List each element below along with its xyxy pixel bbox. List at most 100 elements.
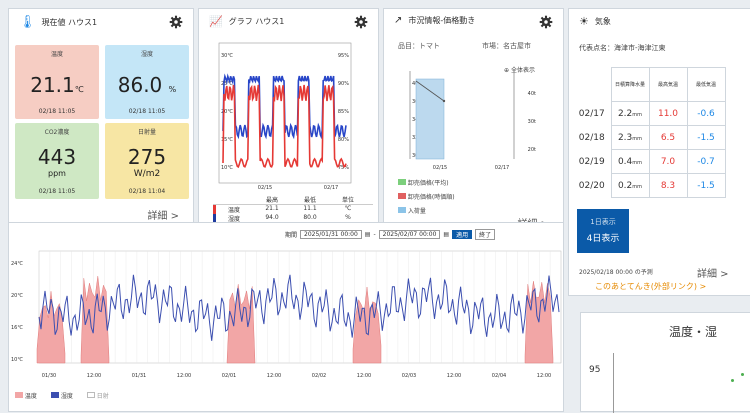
gear-icon[interactable]	[169, 15, 183, 29]
weather-detail-link[interactable]: 詳細 >	[697, 269, 729, 280]
current-values-title: 🌡 現在値 ハウス1	[19, 15, 98, 30]
solar-value: 275	[127, 145, 167, 169]
gear-icon[interactable]	[539, 15, 553, 29]
scatter-point	[731, 379, 734, 382]
solar-unit: W/m2	[133, 169, 161, 179]
timeline-xtick: 02/01	[222, 373, 236, 379]
humidity-series-line	[38, 274, 560, 341]
timeline-chart: 24℃ 20℃ 16℃ 10℃ 01/30 12:00 01/31 12:00 02/01 12:…	[11, 250, 562, 379]
graph-yleft-tick: 30℃	[221, 53, 233, 59]
market-price-line	[415, 80, 445, 102]
graph-yright-tick: 90%	[338, 81, 349, 87]
external-weather-link[interactable]: このあとてんき(外部リンク) >	[595, 282, 707, 291]
gear-icon[interactable]	[354, 15, 368, 29]
temperature-value: 21.1	[30, 73, 75, 97]
legend-avg-price: 卸売価格(平均)	[398, 177, 455, 191]
legend-humidity[interactable]: 湿度	[50, 391, 73, 400]
scatter-point	[741, 373, 744, 376]
timeline-xtick: 01/31	[132, 373, 146, 379]
weather-row: 02/17 2.2mm 11.0 -0.6	[573, 101, 726, 126]
weather-row: 02/18 2.3mm 6.5 -1.5	[573, 125, 726, 150]
timeline-ytick: 20℃	[11, 293, 23, 299]
market-yright-tick: 40t	[528, 91, 536, 97]
temperature-tile[interactable]: 温度 21.1℃ 02/18 11:05	[15, 45, 99, 119]
calendar-icon[interactable]: ▤	[364, 231, 371, 238]
market-title: ↗ 市況情報-価格動き	[394, 15, 476, 26]
weather-panel: ☀ 気象 代表点名：海津市-海津江東 日積算降水量 最高気温 最低気温 02/1…	[568, 8, 750, 296]
from-date-input[interactable]: 2025/01/31 00:00	[300, 230, 362, 239]
calendar-icon[interactable]: ▤	[443, 231, 450, 238]
to-date-input[interactable]: 2025/02/07 00:00	[378, 230, 441, 239]
timeline-ytick: 16℃	[11, 325, 23, 331]
timeline-xtick: 12:00	[267, 373, 281, 379]
timeline-xtick: 02/02	[312, 373, 326, 379]
timeline-legend: 温度 湿度 日射	[15, 391, 109, 400]
graph-xtick: 02/15	[258, 185, 272, 191]
graph-yright-tick: 85%	[338, 109, 349, 115]
graph-xtick: 02/17	[324, 185, 338, 191]
graph-yleft-tick: 20℃	[221, 109, 233, 115]
graph-yright-tick: 95%	[338, 53, 349, 59]
weather-title: ☀ 気象	[579, 15, 611, 28]
scatter-title: 温度・湿	[669, 325, 718, 339]
temperature-unit: ℃	[74, 85, 84, 94]
graph-yleft-tick: 10℃	[221, 165, 233, 171]
market-panel: ↗ 市況情報-価格動き 品目：トマト 市場：名古屋市 ⊕ 全体表示 400円36…	[383, 8, 564, 230]
magnifier-icon: ⊕	[504, 67, 510, 74]
humidity-tile[interactable]: 湿度 86.0 % 02/18 11:05	[105, 45, 189, 119]
market-item-label: 品目：トマト	[398, 42, 440, 50]
market-xtick: 02/15	[433, 165, 447, 171]
temperature-series-line	[222, 84, 347, 169]
one-day-button[interactable]: 1日表示	[590, 218, 616, 226]
timeline-ytick: 24℃	[11, 261, 23, 267]
graph-yleft-tick: 25℃	[221, 81, 233, 87]
weather-row: 02/19 0.4mm 7.0 -0.7	[573, 149, 726, 174]
line-chart-icon: 📈	[209, 15, 223, 28]
humidity-value: 86.0	[117, 73, 163, 97]
four-day-button[interactable]: 4日表示	[586, 234, 620, 244]
market-market-label: 市場：名古屋市	[482, 42, 531, 50]
timeline-xtick: 02/03	[402, 373, 416, 379]
forecast-label: 2025/02/18 00:00 の予測	[579, 269, 653, 276]
sun-icon: ☀	[579, 15, 589, 28]
graph-yright-tick: 75%	[338, 165, 349, 171]
temperature-area-3	[226, 284, 256, 364]
scatter-axis	[613, 353, 614, 413]
scatter-panel: 温度・湿 95	[580, 312, 750, 413]
close-button[interactable]: 終了	[475, 229, 496, 240]
market-legend: 卸売価格(平均) 卸売価格(時価順) 入荷量	[398, 177, 455, 219]
timeline-ytick: 10℃	[11, 357, 23, 363]
apply-button[interactable]: 適用	[452, 230, 473, 239]
market-arrival-bar	[415, 78, 445, 160]
graph-row-humidity: 湿度 94.0 80.0 %	[213, 214, 373, 223]
weather-row: 02/20 0.2mm 8.3 -1.5	[573, 173, 726, 198]
zoom-button[interactable]: ⊕ 全体表示	[504, 67, 535, 74]
temperature-area-2	[80, 275, 110, 364]
current-detail-link[interactable]: 詳細 >	[147, 211, 179, 222]
legend-arrival: 入荷量	[398, 205, 455, 219]
graph-panel: 📈 グラフ ハウス1 30℃ 95% 25℃ 90% 20℃ 85% 15℃ 80% 10℃ 75…	[198, 8, 379, 230]
weather-table: 日積算降水量 最高気温 最低気温 02/17 2.2mm 11.0 -0.6 02/1…	[573, 67, 726, 198]
co2-tile[interactable]: CO2濃度 443 ppm 02/18 11:05	[15, 123, 99, 199]
co2-unit: ppm	[48, 169, 66, 178]
legend-solar[interactable]: 日射	[86, 391, 109, 400]
timeline-xtick: 12:00	[537, 373, 551, 379]
thermometer-icon: 🌡	[19, 15, 36, 30]
legend-temp[interactable]: 温度	[15, 391, 37, 400]
graph-title: 📈 グラフ ハウス1	[209, 15, 285, 28]
timeline-xtick: 12:00	[87, 373, 101, 379]
co2-value: 443	[37, 145, 77, 169]
timeline-xtick: 02/04	[492, 373, 506, 379]
timeline-xtick: 01/30	[42, 373, 56, 379]
graph-yright-tick: 80%	[338, 137, 349, 143]
market-yright-tick: 20t	[528, 147, 536, 153]
solar-tile[interactable]: 日射量 275 W/m2 02/18 11:04	[105, 123, 189, 199]
graph-row-temp: 温度 21.1 11.1 ℃	[213, 205, 373, 214]
graph-table: 最高 最低 単位 温度 21.1 11.1 ℃ 湿度 94.0 80.0 %	[213, 195, 373, 223]
timeline-panel: 期間 2025/01/31 00:00 ▤ - 2025/02/07 00:00…	[8, 222, 564, 412]
market-yright-tick: 30t	[528, 119, 536, 125]
graph-yleft-tick: 15℃	[221, 137, 233, 143]
scatter-ytick: 95	[589, 365, 601, 375]
timeline-xtick: 12:00	[447, 373, 461, 379]
